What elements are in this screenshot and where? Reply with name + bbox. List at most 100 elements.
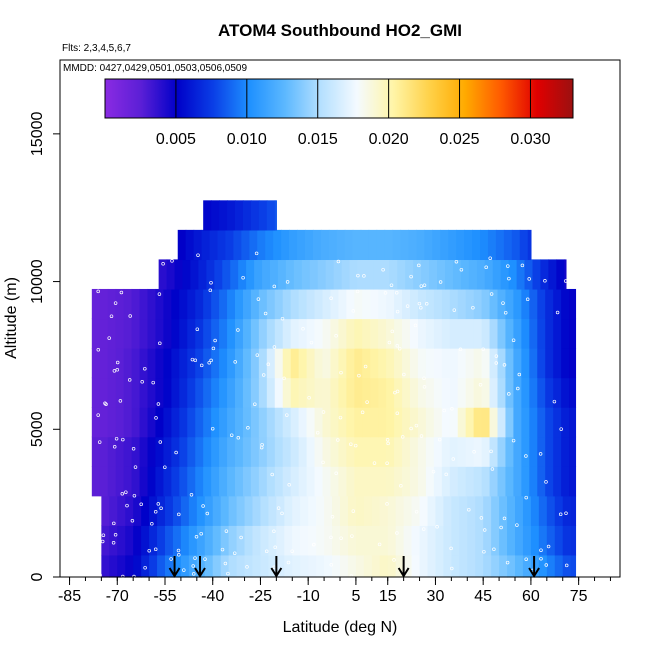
heatmap-cell (491, 525, 500, 556)
heatmap-cell (276, 525, 285, 556)
sample-point (395, 344, 400, 348)
heatmap-cell (410, 466, 419, 497)
heatmap-cell (282, 466, 292, 497)
heatmap-cell (260, 495, 269, 526)
heatmap-cell (553, 318, 562, 349)
sample-point (490, 467, 495, 471)
heatmap-cell (187, 348, 196, 379)
heatmap-cell (545, 288, 554, 320)
heatmap-cell (554, 525, 564, 556)
heatmap-cell (378, 318, 387, 349)
heatmap-cell (195, 407, 204, 438)
heatmap-cell (425, 436, 435, 467)
heatmap-cell (403, 495, 413, 526)
heatmap-cell (417, 466, 427, 497)
heatmap-cell (424, 229, 433, 261)
sample-point (419, 284, 424, 288)
sample-point (539, 556, 543, 561)
heatmap-cell (513, 466, 522, 497)
sample-point (543, 279, 547, 283)
heatmap-cell (484, 259, 494, 290)
sample-point (224, 529, 229, 533)
sample-point (112, 445, 117, 449)
sample-point (419, 305, 423, 310)
heatmap-cell (242, 288, 252, 320)
sample-point (400, 435, 405, 439)
x-tick-label: 60 (522, 588, 540, 605)
heatmap-cell (308, 495, 317, 526)
heatmap-cell (538, 554, 548, 578)
heatmap-cell (322, 348, 332, 379)
heatmap-cell (242, 318, 252, 349)
heatmap-cell (349, 259, 359, 290)
sample-point (201, 504, 205, 508)
sample-point (450, 566, 454, 571)
heatmap-cell (185, 229, 195, 261)
heatmap-cell (449, 407, 459, 438)
heatmap-cell (211, 288, 220, 320)
heatmap-cell (139, 466, 149, 497)
heatmap-cell (203, 436, 212, 467)
heatmap-cell (227, 318, 236, 349)
heatmap-cell (241, 229, 250, 261)
heatmap-cell (441, 348, 451, 379)
sample-point (449, 546, 453, 551)
heatmap-cell (187, 318, 196, 349)
heatmap-cell (346, 407, 355, 438)
heatmap-cell (530, 525, 540, 556)
heatmap-cell (360, 229, 370, 261)
heatmap-cell (115, 466, 125, 497)
heatmap-cell (355, 525, 365, 556)
sample-point (393, 390, 397, 395)
sample-point (362, 274, 366, 278)
heatmap-cell (347, 554, 357, 578)
heatmap-cell (290, 288, 300, 320)
heatmap-cell (306, 288, 316, 320)
heatmap-cell (449, 288, 459, 320)
heatmap-cell (402, 407, 411, 438)
heatmap-cell (254, 259, 263, 290)
heatmap-cell (519, 229, 529, 261)
heatmap-cell (163, 288, 172, 320)
heatmap-cell (149, 495, 158, 526)
heatmap-cell (179, 436, 188, 467)
heatmap-cell (449, 466, 459, 497)
heatmap-cell (459, 495, 468, 526)
heatmap-cell (387, 495, 397, 526)
y-axis: 0 5000 10000 15000 (29, 112, 60, 581)
heatmap-cell (99, 436, 109, 467)
sample-point (128, 314, 132, 318)
heatmap-cell (230, 259, 239, 290)
sample-point (290, 549, 294, 553)
sample-point (544, 563, 549, 567)
heatmap-cell (155, 288, 164, 320)
heatmap-cell (133, 495, 142, 526)
sample-point (339, 370, 343, 375)
heatmap-cell (530, 495, 540, 526)
heatmap-cell (452, 259, 462, 290)
heatmap-cell (561, 466, 570, 497)
heatmap-cell (362, 348, 371, 379)
sample-point (199, 363, 204, 368)
heatmap-cell (497, 348, 507, 379)
sample-point (422, 283, 427, 287)
heatmap-cell (537, 466, 546, 497)
heatmap-cell (166, 259, 176, 290)
heatmap-cell (195, 288, 204, 320)
sample-point (511, 338, 516, 342)
heatmap-cell (515, 495, 524, 526)
x-tick-label: 75 (570, 588, 588, 605)
heatmap-cell (548, 259, 557, 290)
sample-point (558, 512, 563, 517)
heatmap-cell (115, 407, 125, 438)
heatmap-cell (316, 495, 325, 526)
heatmap-cell (314, 377, 324, 408)
heatmap-cell (125, 554, 134, 578)
sample-point (482, 528, 487, 532)
heatmap-cell (368, 229, 378, 261)
heatmap-cell (346, 318, 355, 349)
heatmap-cell (187, 407, 196, 438)
heatmap-cell (133, 525, 142, 556)
sample-point (329, 563, 334, 567)
heatmap-cell (537, 407, 546, 438)
